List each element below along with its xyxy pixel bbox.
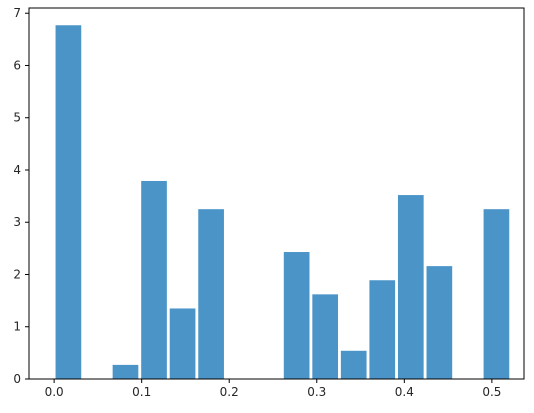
y-tick-label: 3 bbox=[13, 215, 21, 229]
histogram-bar bbox=[340, 350, 367, 379]
y-tick-label: 0 bbox=[13, 372, 21, 386]
y-tick-label: 5 bbox=[13, 111, 21, 125]
histogram-bar bbox=[312, 294, 339, 379]
histogram-bar bbox=[55, 25, 82, 380]
axes-frame bbox=[28, 7, 525, 380]
y-tick-label: 1 bbox=[13, 320, 21, 334]
y-tick-label: 4 bbox=[13, 163, 21, 177]
y-axis: 0 1 2 3 4 5 6 7 bbox=[13, 6, 29, 386]
x-tick-label: 0.2 bbox=[220, 385, 239, 399]
histogram-bar bbox=[112, 364, 139, 379]
histogram-bar bbox=[198, 209, 224, 379]
x-axis: 0.0 0.1 0.2 0.3 0.4 0.5 bbox=[45, 379, 501, 399]
x-tick-label: 0.0 bbox=[45, 385, 64, 399]
y-tick-label: 6 bbox=[13, 58, 21, 72]
histogram-bar bbox=[397, 195, 424, 379]
x-tick-label: 0.4 bbox=[395, 385, 414, 399]
histogram-bar bbox=[483, 209, 510, 379]
histogram-bar bbox=[141, 180, 167, 379]
x-tick-label: 0.3 bbox=[307, 385, 326, 399]
y-tick-label: 7 bbox=[13, 6, 21, 20]
bars-group bbox=[55, 25, 510, 380]
x-tick-label: 0.1 bbox=[132, 385, 151, 399]
histogram-bar bbox=[169, 308, 196, 379]
histogram-bar bbox=[283, 252, 310, 379]
x-tick-label: 0.5 bbox=[482, 385, 501, 399]
y-tick-label: 2 bbox=[13, 267, 21, 281]
histogram-bar bbox=[369, 280, 396, 379]
histogram-bar bbox=[426, 266, 453, 379]
